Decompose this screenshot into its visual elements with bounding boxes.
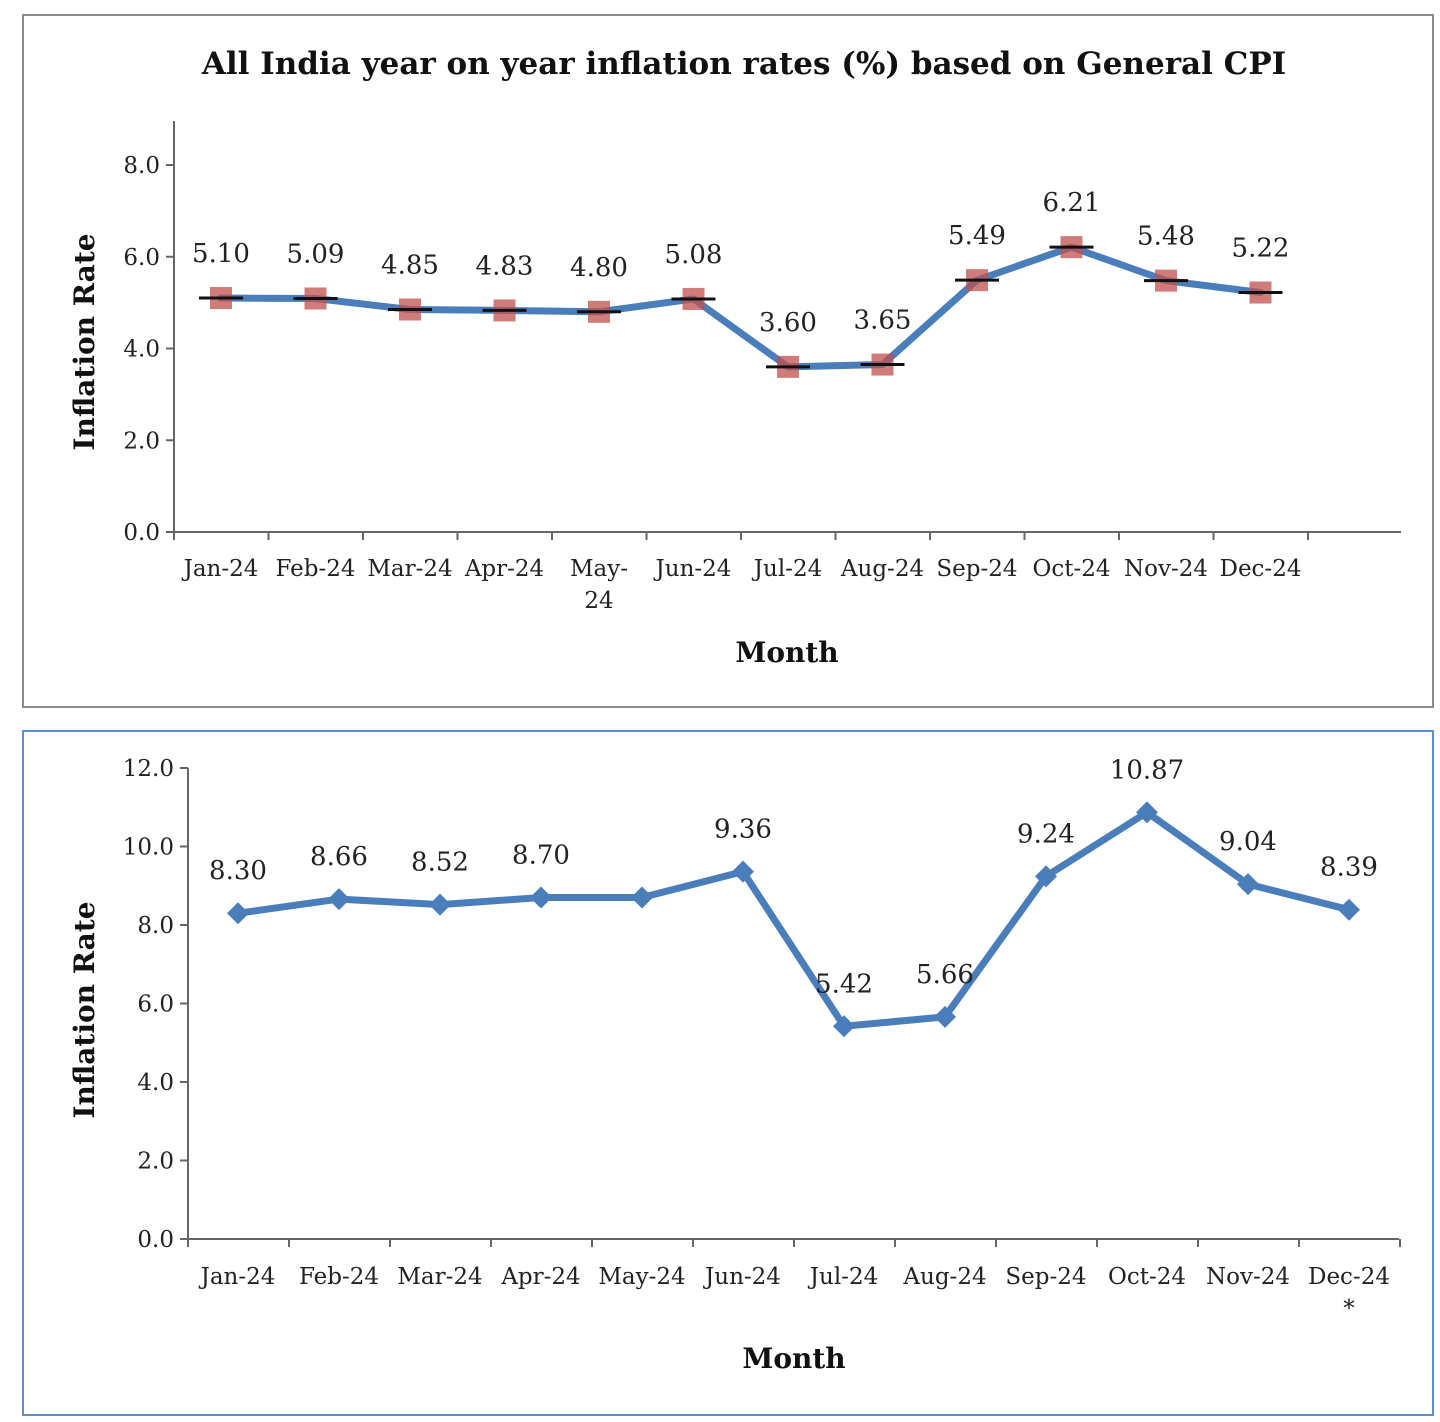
y-tick-label: 4.0	[137, 1070, 174, 1096]
chart-food-inflation: Inflation Rate Month 0.0 2.0 4.0 6.0 8.0 10.0…	[68, 755, 1401, 1375]
x-axis-title: Month	[742, 1342, 845, 1375]
x-tick-label: Mar-24	[397, 1264, 482, 1290]
data-label: 6.21	[1043, 188, 1101, 218]
data-point-marker	[934, 1005, 956, 1028]
x-tick-label: Aug-24	[902, 1264, 986, 1290]
data-label: 5.08	[665, 240, 723, 270]
x-tick-label: Mar-24	[367, 556, 452, 582]
data-label: 10.87	[1110, 755, 1184, 785]
x-tick-label: May-24	[598, 1264, 685, 1290]
data-label: 5.42	[815, 969, 873, 999]
x-tick-label: Sep-24	[936, 556, 1017, 582]
data-label: 8.52	[411, 848, 469, 878]
data-label: 9.36	[714, 815, 772, 845]
y-tick-label: 2.0	[123, 428, 160, 454]
data-point-marker	[1035, 865, 1057, 888]
data-point-marker	[1237, 873, 1259, 896]
data-point-marker	[328, 888, 350, 911]
y-tick-label: 4.0	[123, 337, 160, 363]
data-label: 8.39	[1320, 853, 1378, 883]
x-tick-label: Jul-24	[808, 1264, 878, 1290]
x-tick-label: Dec-24 *	[1308, 1264, 1390, 1322]
x-tick-label: Dec-24	[1220, 556, 1302, 582]
x-axis-title: Month	[735, 636, 838, 669]
data-point-marker	[732, 860, 754, 883]
x-tick-label: Nov-24	[1206, 1264, 1290, 1290]
data-label: 5.09	[287, 239, 345, 269]
data-point-marker	[631, 886, 653, 909]
y-tick-label: 8.0	[137, 913, 174, 939]
series-line	[217, 243, 1264, 371]
y-tick-label: 2.0	[137, 1149, 174, 1175]
data-label: 5.10	[192, 239, 250, 269]
x-tick-label: Aug-24	[840, 556, 924, 582]
data-label: 3.60	[759, 308, 817, 338]
data-label: 5.49	[948, 221, 1006, 251]
data-point-marker	[429, 893, 451, 916]
chart-title: All India year on year inflation rates (…	[201, 46, 1286, 82]
data-label: 8.30	[209, 856, 267, 886]
x-tick-label: Apr-24	[464, 556, 544, 582]
data-point-marker	[530, 886, 552, 909]
data-point-marker	[1338, 898, 1360, 921]
x-tick-label: Sep-24	[1005, 1264, 1086, 1290]
y-axis-title: Inflation Rate	[68, 901, 101, 1118]
y-tick-label: 6.0	[137, 992, 174, 1018]
x-tick-label: Jul-24	[752, 556, 822, 582]
data-point-marker	[227, 902, 249, 925]
x-tick-label: Feb-24	[275, 556, 355, 582]
chart-panel-food-inflation: Inflation Rate Month 0.0 2.0 4.0 6.0 8.0 10.0…	[22, 730, 1434, 1416]
data-label: 4.85	[381, 251, 439, 281]
data-label: 5.66	[916, 960, 974, 990]
x-tick-label: Feb-24	[299, 1264, 379, 1290]
data-label: 5.48	[1137, 222, 1195, 252]
data-label: 9.04	[1219, 827, 1277, 857]
data-label: 4.83	[476, 251, 534, 281]
chart-panel-general-cpi: All India year on year inflation rates (…	[22, 14, 1434, 708]
y-tick-label: 8.0	[123, 153, 160, 179]
x-tick-label: Oct-24	[1032, 556, 1110, 582]
data-label: 5.22	[1232, 234, 1290, 264]
chart-general-cpi: All India year on year inflation rates (…	[68, 46, 1401, 669]
x-tick-label: Oct-24	[1108, 1264, 1186, 1290]
data-label: 3.65	[854, 306, 912, 336]
y-tick-label: 0.0	[137, 1227, 174, 1253]
series-line	[234, 808, 1353, 1030]
y-tick-label: 6.0	[123, 245, 160, 271]
x-tick-label: Jun-24	[654, 556, 732, 582]
data-label: 8.70	[512, 841, 570, 871]
x-tick-label: May-24	[570, 556, 628, 614]
y-tick-label: 10.0	[123, 835, 174, 861]
x-tick-label: Nov-24	[1124, 556, 1208, 582]
y-tick-label: 12.0	[123, 756, 174, 782]
y-tick-label: 0.0	[123, 520, 160, 546]
data-point-marker	[833, 1015, 855, 1038]
data-label: 9.24	[1017, 819, 1075, 849]
data-label: 4.80	[570, 253, 628, 283]
x-tick-label: Jan-24	[182, 556, 259, 582]
x-tick-label: Jun-24	[703, 1264, 781, 1290]
x-tick-label: Apr-24	[500, 1264, 580, 1290]
y-axis-title: Inflation Rate	[68, 233, 101, 450]
x-tick-label: Jan-24	[199, 1264, 276, 1290]
data-label: 8.66	[310, 842, 368, 872]
data-point-marker	[1136, 801, 1158, 824]
